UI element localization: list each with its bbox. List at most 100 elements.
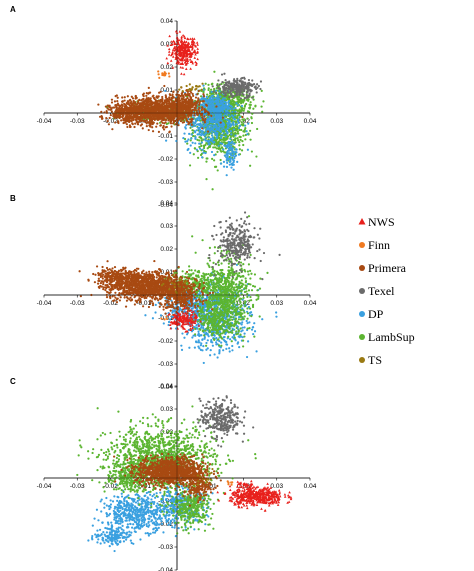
- point-dp: [197, 119, 201, 122]
- point-dp: [188, 132, 191, 135]
- point-dp: [210, 110, 213, 113]
- point-dp: [275, 311, 278, 314]
- point-primera: [105, 116, 108, 120]
- point-dp: [231, 344, 234, 348]
- point-dp: [234, 106, 237, 110]
- point-dp: [215, 136, 218, 140]
- point-primera: [120, 103, 124, 106]
- point-lambsup: [241, 100, 245, 103]
- point-dp: [232, 163, 235, 166]
- point-primera: [145, 108, 149, 111]
- point-lambsup: [230, 128, 233, 131]
- point-primera: [241, 115, 244, 119]
- point-ts: [200, 88, 203, 91]
- point-texel: [255, 83, 259, 86]
- point-primera: [177, 106, 180, 110]
- point-lambsup: [249, 101, 252, 104]
- point-primera: [128, 107, 131, 110]
- point-dp: [205, 98, 209, 102]
- point-primera: [148, 118, 152, 121]
- point-primera: [152, 116, 155, 119]
- point-texel: [237, 90, 240, 93]
- point-primera: [196, 93, 199, 96]
- point-dp: [201, 349, 204, 352]
- point-primera: [114, 104, 117, 107]
- point-texel: [218, 87, 221, 90]
- point-lambsup: [213, 159, 216, 162]
- point-ts: [178, 88, 181, 91]
- y-tick-label: 0.04: [160, 200, 173, 207]
- point-primera: [194, 107, 197, 110]
- point-dp: [216, 109, 219, 112]
- point-dp: [230, 144, 233, 147]
- point-primera: [105, 110, 108, 113]
- point-dp: [227, 152, 230, 155]
- point-dp: [241, 321, 244, 324]
- point-dp: [209, 128, 213, 131]
- point-dp: [203, 133, 206, 136]
- point-dp: [212, 100, 215, 103]
- point-ts: [198, 85, 201, 88]
- point-nws: [168, 34, 171, 38]
- point-lambsup: [237, 139, 240, 142]
- point-dp: [214, 97, 218, 100]
- point-primera: [124, 116, 127, 119]
- point-primera: [203, 110, 207, 114]
- point-nws: [196, 50, 200, 53]
- point-finn: [167, 72, 170, 75]
- point-dp: [230, 114, 234, 117]
- point-nws: [185, 40, 188, 43]
- point-primera: [149, 121, 152, 124]
- point-primera: [169, 94, 172, 97]
- point-dp: [207, 139, 211, 143]
- point-dp: [275, 315, 278, 318]
- point-dp: [225, 111, 228, 114]
- point-lambsup: [213, 136, 216, 139]
- point-dp: [246, 133, 249, 136]
- point-lambsup: [238, 141, 241, 144]
- point-primera: [145, 125, 148, 128]
- point-texel: [217, 79, 220, 82]
- point-dp: [232, 128, 236, 131]
- point-lambsup: [207, 83, 210, 86]
- point-dp: [246, 148, 249, 151]
- point-dp: [247, 122, 250, 125]
- point-dp: [226, 131, 229, 134]
- point-lambsup: [233, 103, 236, 107]
- point-dp: [219, 162, 223, 165]
- point-primera: [125, 106, 128, 110]
- point-dp: [217, 123, 220, 127]
- point-primera: [129, 98, 132, 101]
- point-dp: [221, 142, 224, 145]
- point-dp: [218, 129, 222, 132]
- point-lambsup: [226, 137, 229, 140]
- point-lambsup: [254, 105, 257, 108]
- point-texel: [224, 78, 227, 82]
- point-dp: [228, 347, 231, 350]
- point-dp: [216, 356, 219, 359]
- point-primera: [134, 116, 137, 119]
- point-dp: [221, 123, 224, 126]
- point-dp: [218, 90, 221, 93]
- point-lambsup: [221, 138, 224, 141]
- point-primera: [185, 117, 188, 120]
- point-nws: [191, 37, 194, 40]
- point-primera: [184, 103, 187, 107]
- point-lambsup: [227, 129, 231, 132]
- point-primera: [117, 121, 120, 125]
- y-tick-label: -0.04: [158, 202, 173, 209]
- point-primera: [130, 105, 133, 109]
- point-dp: [216, 116, 220, 119]
- point-nws: [166, 61, 170, 65]
- point-dp: [233, 155, 236, 158]
- point-dp: [202, 84, 205, 87]
- point-primera: [110, 107, 113, 111]
- point-primera: [192, 104, 195, 107]
- point-texel: [259, 80, 263, 83]
- point-lambsup: [256, 127, 259, 131]
- y-tick-label: 0.03: [160, 223, 173, 230]
- point-primera: [174, 100, 177, 103]
- point-dp: [228, 120, 231, 124]
- point-lambsup: [204, 82, 207, 85]
